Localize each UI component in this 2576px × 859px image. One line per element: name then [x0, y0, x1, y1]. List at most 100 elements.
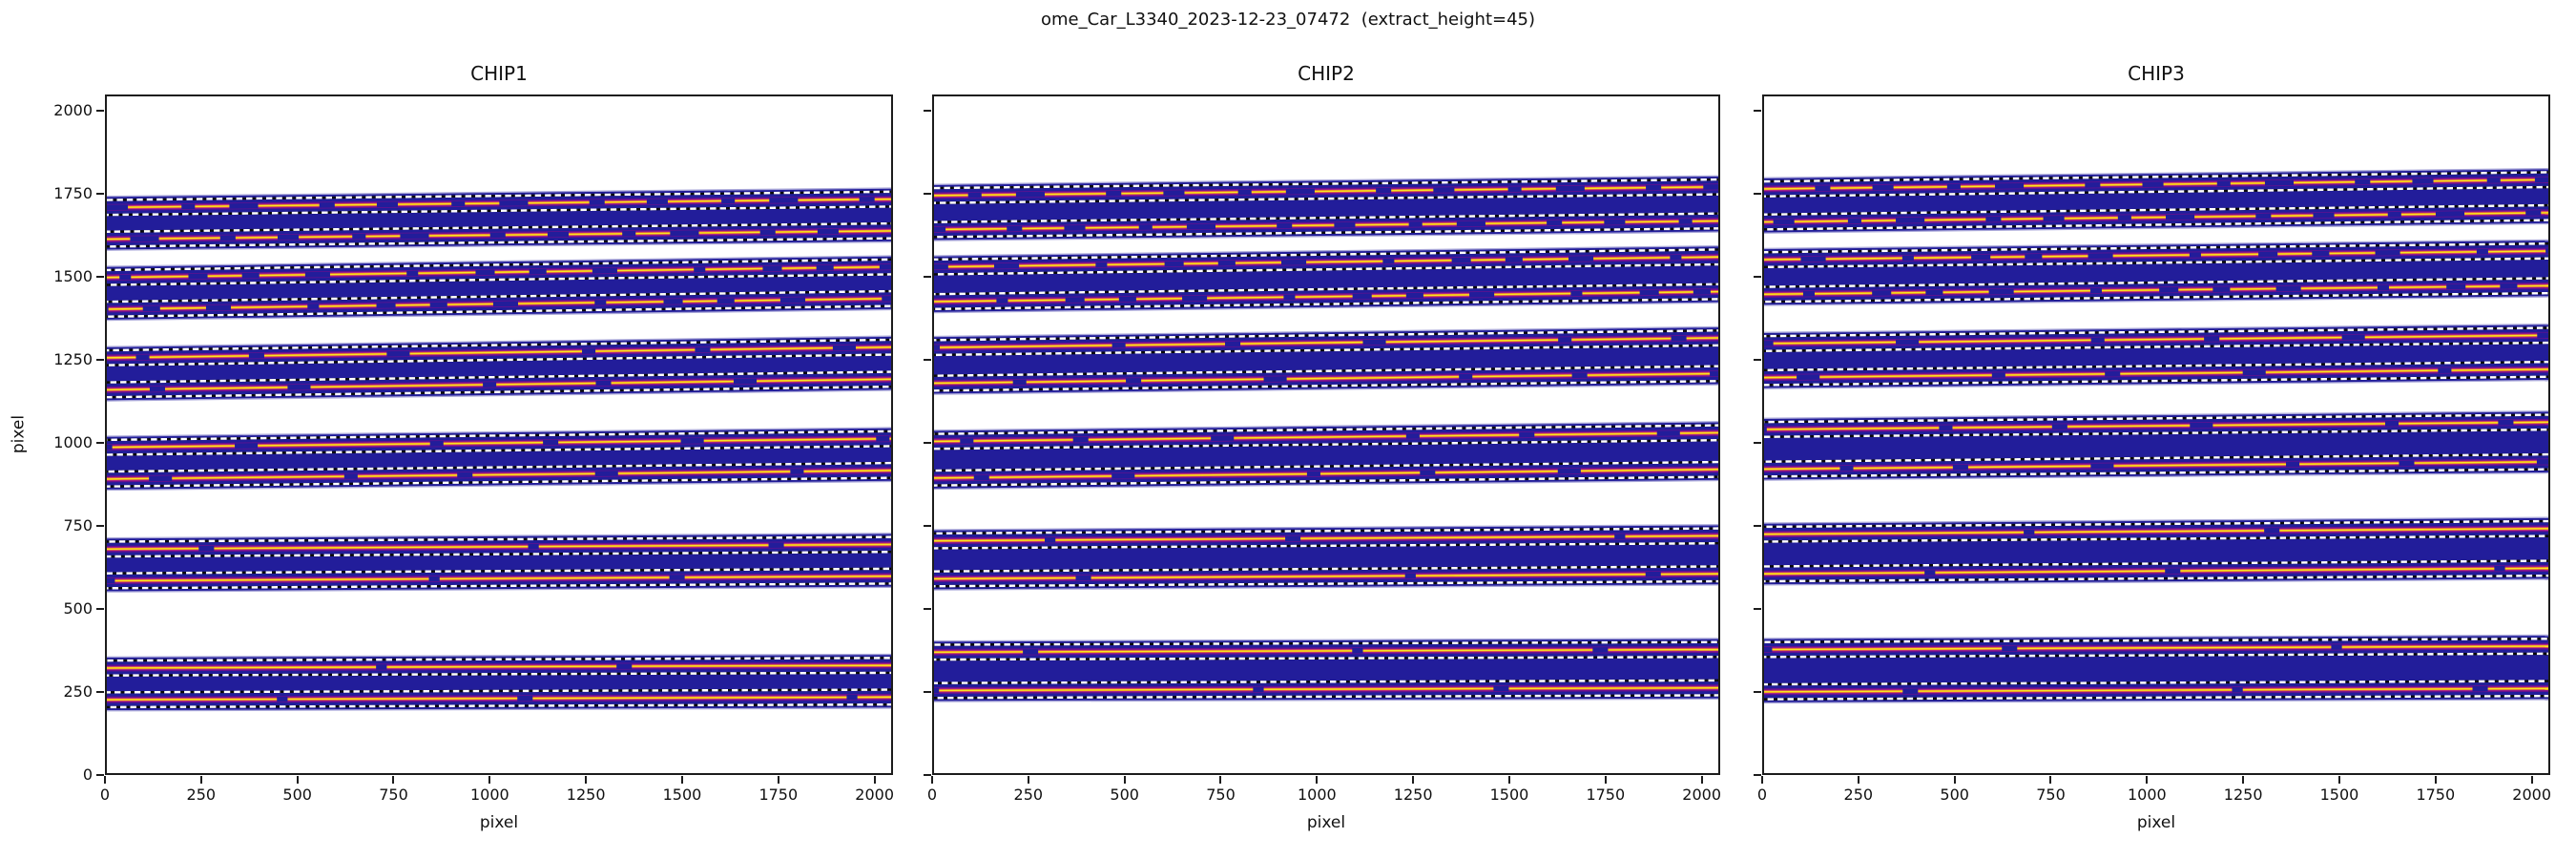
- x-tick-label: 0: [99, 786, 111, 804]
- x-tick: [1761, 776, 1763, 784]
- trace-core: [1764, 421, 2548, 430]
- x-tick: [2434, 776, 2437, 784]
- extraction-boundary-dashes-white: [934, 178, 1718, 190]
- order-band-edge: [934, 175, 1718, 185]
- order-band-edge: [934, 325, 1718, 338]
- order-band-edge: [107, 308, 891, 322]
- x-tick: [1604, 776, 1607, 784]
- extraction-boundary-dashes-white: [1764, 375, 2548, 387]
- x-tick-label: 250: [1843, 786, 1874, 804]
- extraction-boundary-dashes-white: [107, 370, 891, 384]
- trace-core: [1764, 284, 2548, 296]
- y-tick: [96, 690, 104, 693]
- x-tick-label: 1500: [2319, 786, 2359, 804]
- extraction-boundary-dashes-white: [934, 365, 1718, 377]
- y-tick: [1754, 441, 1761, 444]
- order-band-edge: [1764, 239, 2548, 250]
- extraction-boundary-dashes-white: [107, 657, 891, 662]
- panel-chip1: CHIP1 0 250 500 750 1000 1250 1500 1750 2000 0 250 5…: [53, 62, 894, 831]
- extraction-boundary-dashes-white: [107, 535, 891, 543]
- y-tick: [1754, 358, 1761, 361]
- x-tick-label: 500: [1940, 786, 1969, 804]
- extraction-boundary-dashes-white: [107, 385, 891, 399]
- x-tick-label: 250: [186, 786, 217, 804]
- x-tick: [1219, 776, 1222, 784]
- x-tick: [931, 776, 933, 784]
- order-band-edge: [1764, 471, 2548, 481]
- order-band-edge: [1764, 634, 2548, 639]
- y-tick: [924, 774, 931, 776]
- y-tick: [96, 192, 104, 195]
- y-tick-label: 750: [63, 515, 93, 534]
- extraction-boundary-dashes-white: [107, 702, 891, 709]
- order-band-edge: [1764, 516, 2548, 524]
- order-band-edge: [934, 479, 1718, 491]
- extraction-boundary-dashes-white: [1764, 257, 2548, 269]
- x-axis-label: pixel: [2136, 813, 2176, 832]
- extraction-boundary-dashes-white: [934, 565, 1718, 573]
- y-tick: [924, 607, 931, 610]
- extraction-boundary-dashes-white: [1764, 277, 2548, 288]
- x-tick: [1412, 776, 1415, 784]
- extraction-boundary-dashes-white: [934, 439, 1718, 450]
- y-tick-label: 500: [63, 598, 93, 618]
- x-tick-label: 750: [1206, 786, 1236, 804]
- order-band-edge: [1764, 296, 2548, 306]
- extraction-boundary-dashes-white: [1764, 360, 2548, 372]
- extraction-boundary-dashes-white: [107, 551, 891, 558]
- extraction-boundary-dashes-white: [934, 542, 1718, 550]
- y-tick-label: 1500: [53, 266, 93, 285]
- extraction-boundary-dashes-white: [107, 289, 891, 304]
- y-tick: [1754, 607, 1761, 610]
- x-tick: [873, 776, 876, 784]
- extraction-boundary-dashes-white: [107, 461, 891, 473]
- order-band-edge: [107, 707, 891, 712]
- x-tick-label: 1000: [2127, 786, 2167, 804]
- extraction-boundary-dashes-white: [934, 344, 1718, 357]
- y-tick: [96, 524, 104, 527]
- order-band-edge: [1764, 410, 2548, 420]
- y-tick: [96, 774, 104, 776]
- x-tick-label: 1000: [1297, 786, 1337, 804]
- order-traces-plot: [1764, 167, 2548, 704]
- y-tick: [1754, 774, 1761, 776]
- extraction-boundary-dashes-white: [1764, 452, 2548, 463]
- trace-core: [1764, 334, 2548, 345]
- trace-core: [934, 573, 1718, 580]
- y-tick: [96, 441, 104, 444]
- trace-absorption-gaps: [934, 254, 1718, 270]
- extraction-boundary-dashes-white: [107, 582, 891, 590]
- x-tick: [1953, 776, 1956, 784]
- order-band-edge: [1764, 222, 2548, 234]
- extraction-boundary-dashes-white: [107, 567, 891, 575]
- trace-core: [934, 534, 1718, 542]
- order-band-edge: [1764, 699, 2548, 704]
- extraction-boundary-dashes-white: [934, 329, 1718, 342]
- trace-core: [934, 186, 1718, 197]
- extraction-boundary-dashes-white: [934, 527, 1718, 535]
- trace-absorption-gaps: [934, 218, 1718, 233]
- order-band-edge: [934, 638, 1718, 642]
- x-tick: [2530, 776, 2533, 784]
- plot-area: [932, 94, 1720, 775]
- y-tick: [924, 109, 931, 112]
- extraction-boundary-dashes-white: [934, 212, 1718, 223]
- chip-title: CHIP2: [1298, 62, 1355, 85]
- extraction-boundary-dashes-white: [107, 205, 891, 217]
- extraction-boundary-dashes-white: [1764, 341, 2548, 352]
- x-tick: [392, 776, 395, 784]
- trace-core: [1764, 687, 2548, 693]
- order-band-edge: [1764, 167, 2548, 179]
- extraction-boundary-dashes-white: [107, 338, 891, 352]
- y-tick: [96, 275, 104, 278]
- extraction-boundary-dashes-white: [107, 190, 891, 201]
- extraction-boundary-dashes-white: [934, 640, 1718, 646]
- trace-absorption-gaps: [107, 435, 891, 450]
- extraction-boundary-dashes-white: [934, 262, 1718, 276]
- y-tick-label: 0: [82, 765, 93, 784]
- y-tick: [96, 607, 104, 610]
- y-tick: [1754, 109, 1761, 112]
- x-tick-label: 1500: [1489, 786, 1529, 804]
- trace-core: [107, 696, 891, 701]
- trace-core: [934, 648, 1718, 653]
